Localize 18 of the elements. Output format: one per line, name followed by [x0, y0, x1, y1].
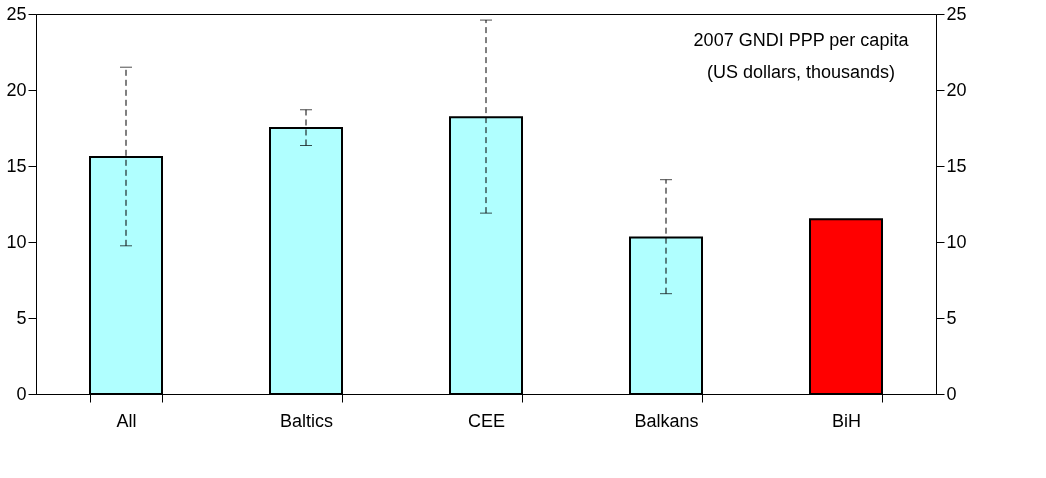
- annotation: 2007 GNDI PPP per capita (US dollars, thousands): [693, 30, 910, 82]
- x-tick-label: BiH: [831, 410, 862, 431]
- x-tick-label: All: [116, 410, 137, 431]
- y-tick-label: 20: [6, 79, 27, 100]
- y2-tick-label: 10: [946, 231, 967, 252]
- y-tick-label: 25: [6, 3, 27, 24]
- x-tick-label: CEE: [467, 410, 506, 431]
- y-tick-label: 5: [16, 307, 27, 328]
- y-tick-label: 10: [6, 231, 27, 252]
- x-tick-label: Baltics: [279, 410, 334, 431]
- y2-tick-label: 15: [946, 155, 967, 176]
- x-tick-label: Balkans: [634, 410, 699, 431]
- y-tick-label: 0: [16, 383, 27, 404]
- y-tick-label: 15: [6, 155, 27, 176]
- y2-tick-label: 5: [946, 307, 957, 328]
- y2-tick-label: 25: [946, 3, 967, 24]
- y2-tick-label: 0: [946, 383, 957, 404]
- y2-tick-label: 20: [946, 79, 967, 100]
